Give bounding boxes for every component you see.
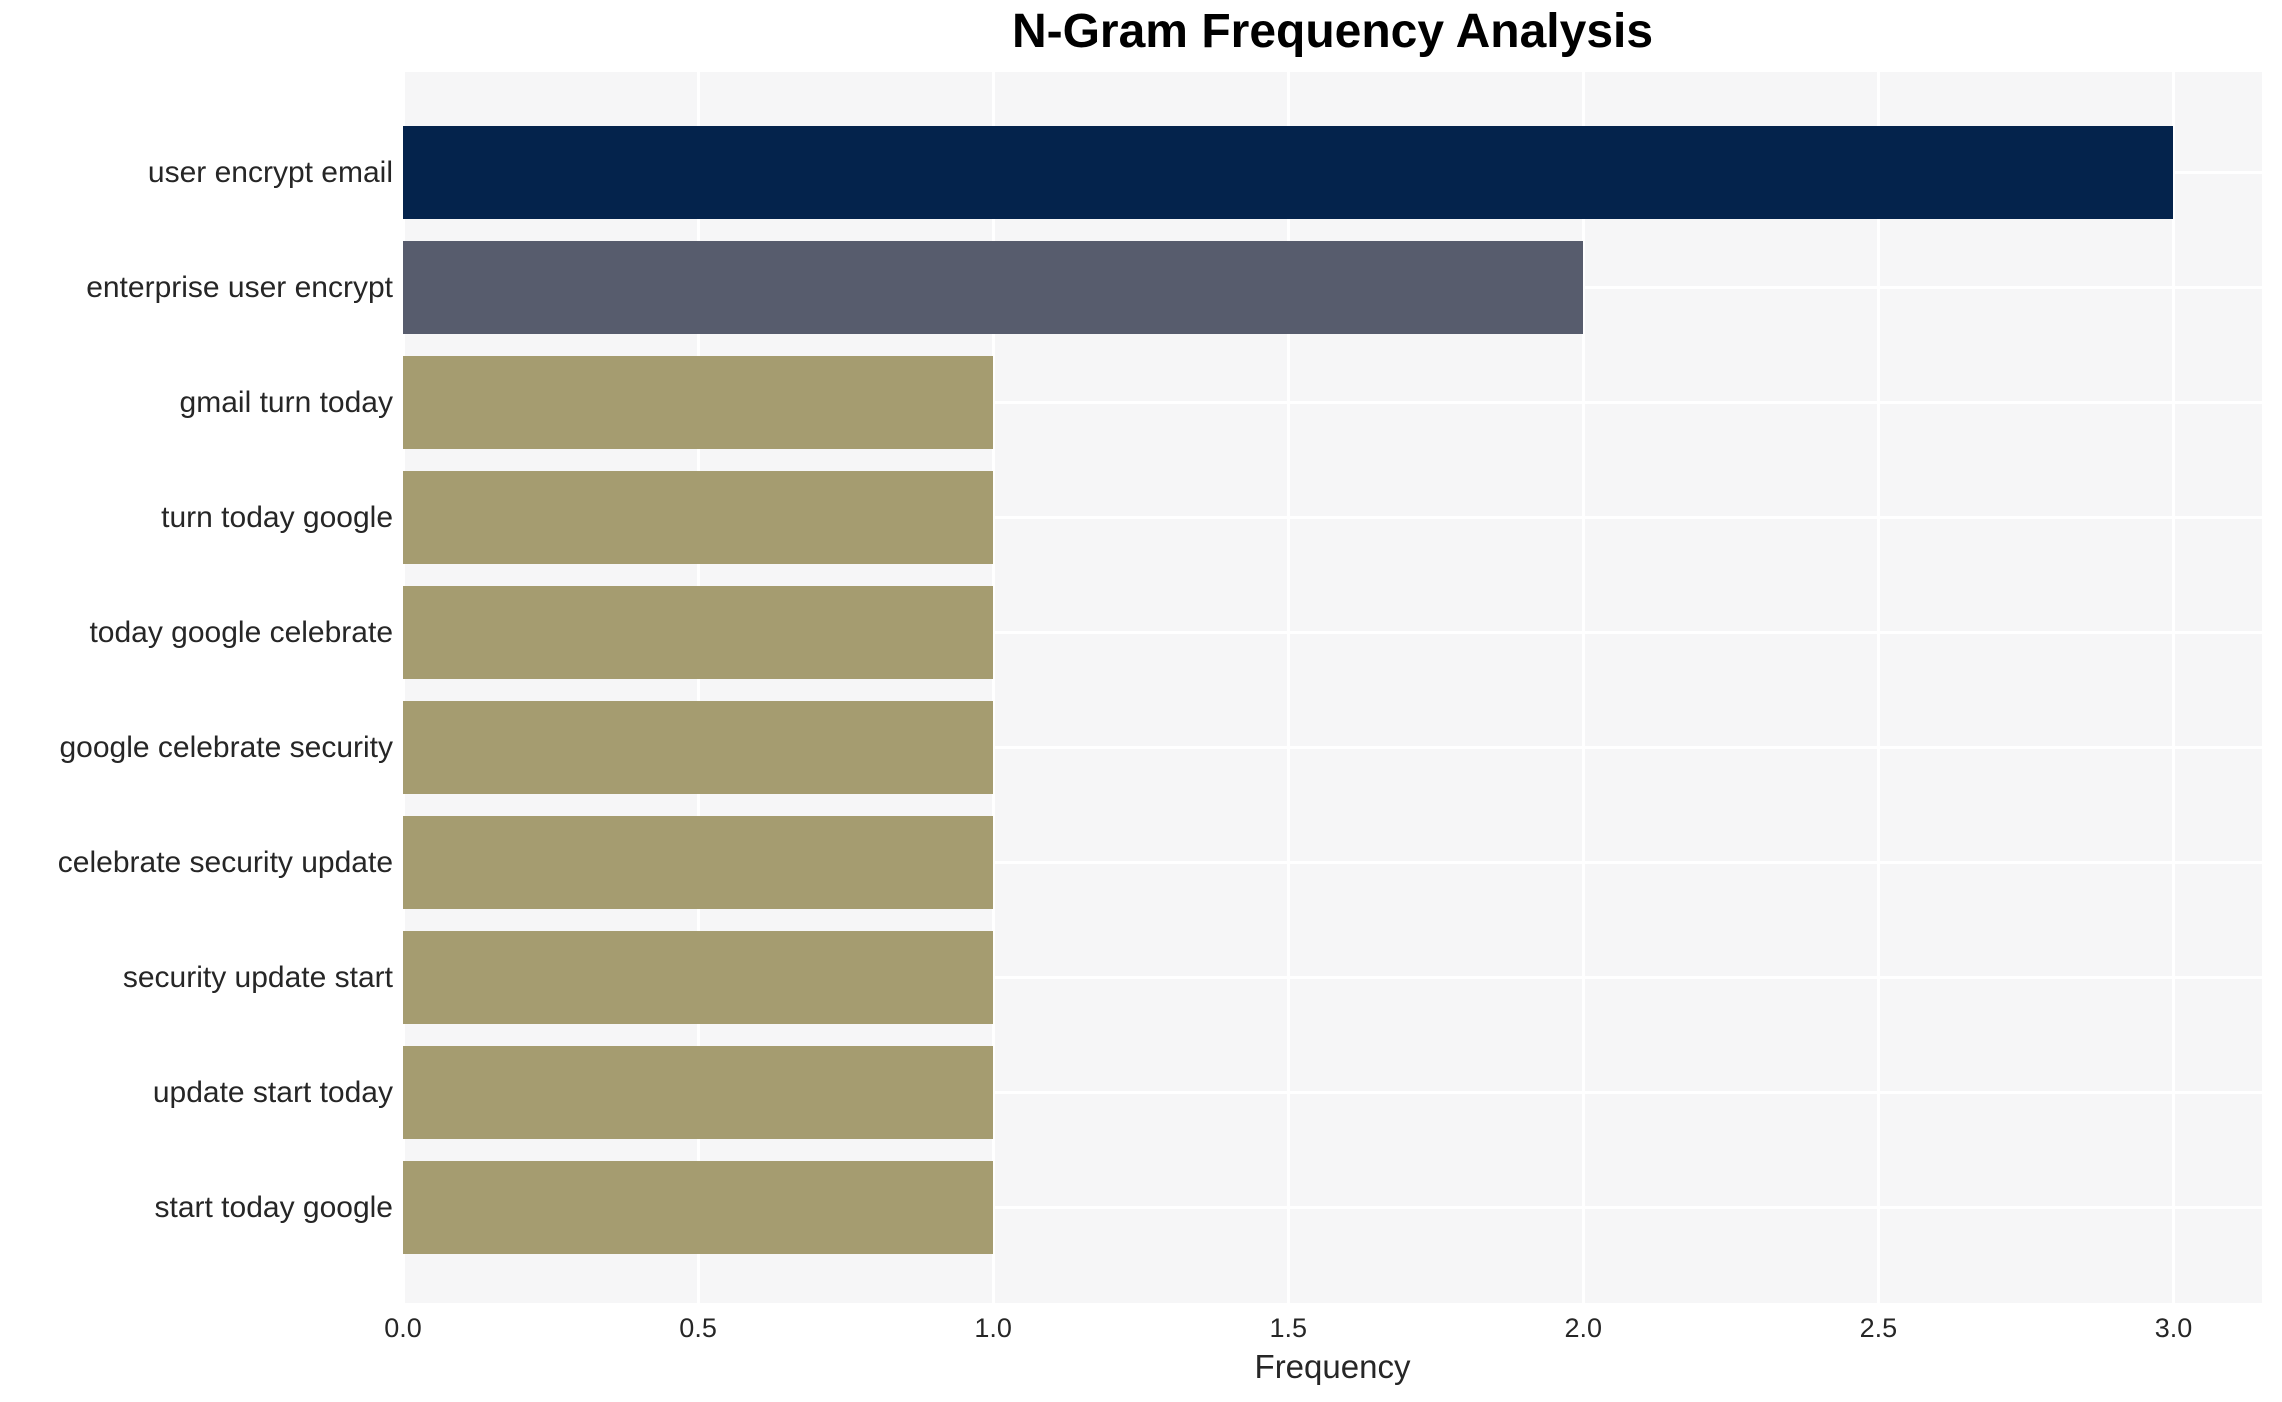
gridline-vertical [1581, 72, 1585, 1303]
y-tick-label: turn today google [161, 500, 393, 534]
y-tick-label: gmail turn today [179, 385, 393, 419]
x-tick-label: 0.5 [679, 1313, 717, 1343]
bar [403, 931, 994, 1024]
y-tick-label: user encrypt email [147, 155, 393, 189]
gridline-horizontal [403, 861, 2262, 864]
bar [403, 471, 994, 564]
plot-area [403, 72, 2262, 1303]
y-tick-label: start today google [154, 1190, 394, 1224]
bar [403, 1046, 994, 1139]
bar [403, 586, 994, 679]
gridline-vertical [403, 72, 405, 1303]
x-tick-label: 1.5 [1269, 1313, 1307, 1343]
gridline-horizontal [403, 631, 2262, 634]
gridline-vertical [991, 72, 995, 1303]
gridline-vertical [1286, 72, 1290, 1303]
bar [403, 126, 2174, 219]
x-tick-label: 1.0 [974, 1313, 1012, 1343]
x-axis-label: Frequency [1254, 1348, 1411, 1385]
gridline-horizontal [403, 401, 2262, 404]
gridline-vertical [1876, 72, 1880, 1303]
bar [403, 816, 994, 909]
chart-title: N-Gram Frequency Analysis [1011, 5, 1654, 58]
y-tick-label: enterprise user encrypt [86, 270, 393, 304]
gridline-horizontal [403, 1091, 2262, 1094]
bar [403, 1161, 994, 1254]
y-tick-label: google celebrate security [59, 730, 393, 764]
x-tick-label: 3.0 [2154, 1313, 2193, 1343]
gridline-horizontal [403, 516, 2262, 519]
gridline-horizontal [403, 1206, 2262, 1209]
y-tick-label: update start today [152, 1075, 393, 1109]
bar [403, 356, 994, 449]
gridline-horizontal [403, 746, 2262, 749]
x-tick-label: 2.0 [1564, 1313, 1603, 1343]
y-tick-label: today google celebrate [89, 615, 393, 649]
gridline-vertical [696, 72, 700, 1303]
x-tick-label: 2.5 [1859, 1313, 1898, 1343]
bar [403, 241, 1584, 334]
y-tick-label: security update start [122, 960, 393, 994]
gridline-vertical [2171, 72, 2175, 1303]
bar [403, 701, 994, 794]
x-tick-label: 0.0 [384, 1313, 422, 1343]
gridline-horizontal [403, 976, 2262, 979]
y-tick-label: celebrate security update [57, 845, 393, 879]
